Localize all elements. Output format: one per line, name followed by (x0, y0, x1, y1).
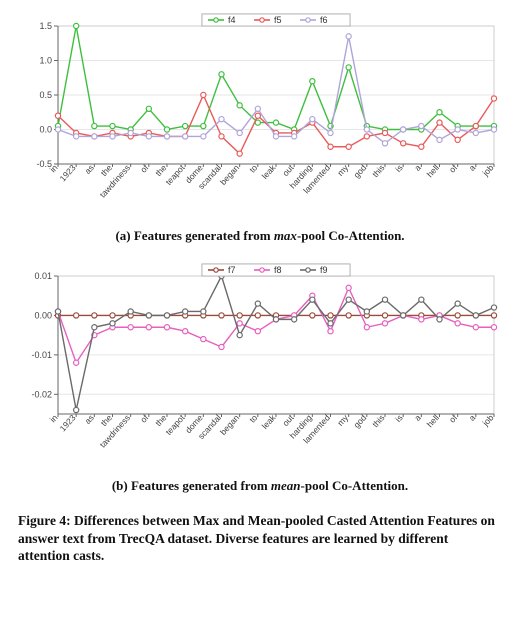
svg-text:f6: f6 (320, 15, 328, 25)
caption-b-italic: mean (271, 478, 301, 493)
caption-a: (a) Features generated from max-pool Co-… (18, 228, 502, 244)
svg-text:1923: 1923 (58, 162, 78, 183)
svg-text:f9: f9 (320, 265, 328, 275)
svg-text:-0.02: -0.02 (31, 389, 52, 399)
svg-text:god: god (351, 162, 368, 179)
svg-text:f5: f5 (274, 15, 282, 25)
svg-text:-0.01: -0.01 (31, 350, 52, 360)
svg-text:this: this (370, 413, 386, 430)
svg-text:as: as (82, 413, 95, 426)
svg-text:1.0: 1.0 (39, 56, 52, 66)
svg-text:job: job (480, 412, 496, 428)
svg-text:leak: leak (260, 412, 278, 431)
caption-b: (b) Features generated from mean-pool Co… (18, 478, 502, 494)
svg-text:leak: leak (260, 162, 278, 181)
svg-text:0.01: 0.01 (34, 271, 52, 281)
svg-text:hell: hell (425, 163, 441, 180)
svg-text:f4: f4 (228, 15, 236, 25)
svg-text:this: this (370, 163, 386, 180)
svg-text:1.5: 1.5 (39, 21, 52, 31)
figure-caption: Figure 4: Differences between Max and Me… (18, 512, 502, 565)
svg-text:0.00: 0.00 (34, 310, 52, 320)
svg-text:1923: 1923 (58, 412, 78, 433)
caption-b-prefix: (b) Features generated from (112, 478, 271, 493)
chart-a-svg: -0.50.00.51.01.5in1923asthetawdrinessoft… (18, 12, 502, 222)
caption-a-suffix: -pool Co-Attention. (297, 228, 405, 243)
chart-b: -0.02-0.010.000.01in1923asthetawdrinesso… (18, 262, 502, 472)
svg-text:god: god (351, 412, 368, 429)
caption-a-italic: max (274, 228, 297, 243)
caption-a-prefix: (a) Features generated from (115, 228, 273, 243)
caption-b-suffix: -pool Co-Attention. (301, 478, 409, 493)
svg-text:f8: f8 (274, 265, 282, 275)
chart-a: -0.50.00.51.01.5in1923asthetawdrinessoft… (18, 12, 502, 222)
svg-text:as: as (82, 163, 95, 176)
svg-text:job: job (480, 162, 496, 178)
chart-b-svg: -0.02-0.010.000.01in1923asthetawdrinesso… (18, 262, 502, 472)
svg-text:0.0: 0.0 (39, 125, 52, 135)
svg-text:hell: hell (425, 413, 441, 430)
svg-text:f7: f7 (228, 265, 236, 275)
svg-text:0.5: 0.5 (39, 90, 52, 100)
